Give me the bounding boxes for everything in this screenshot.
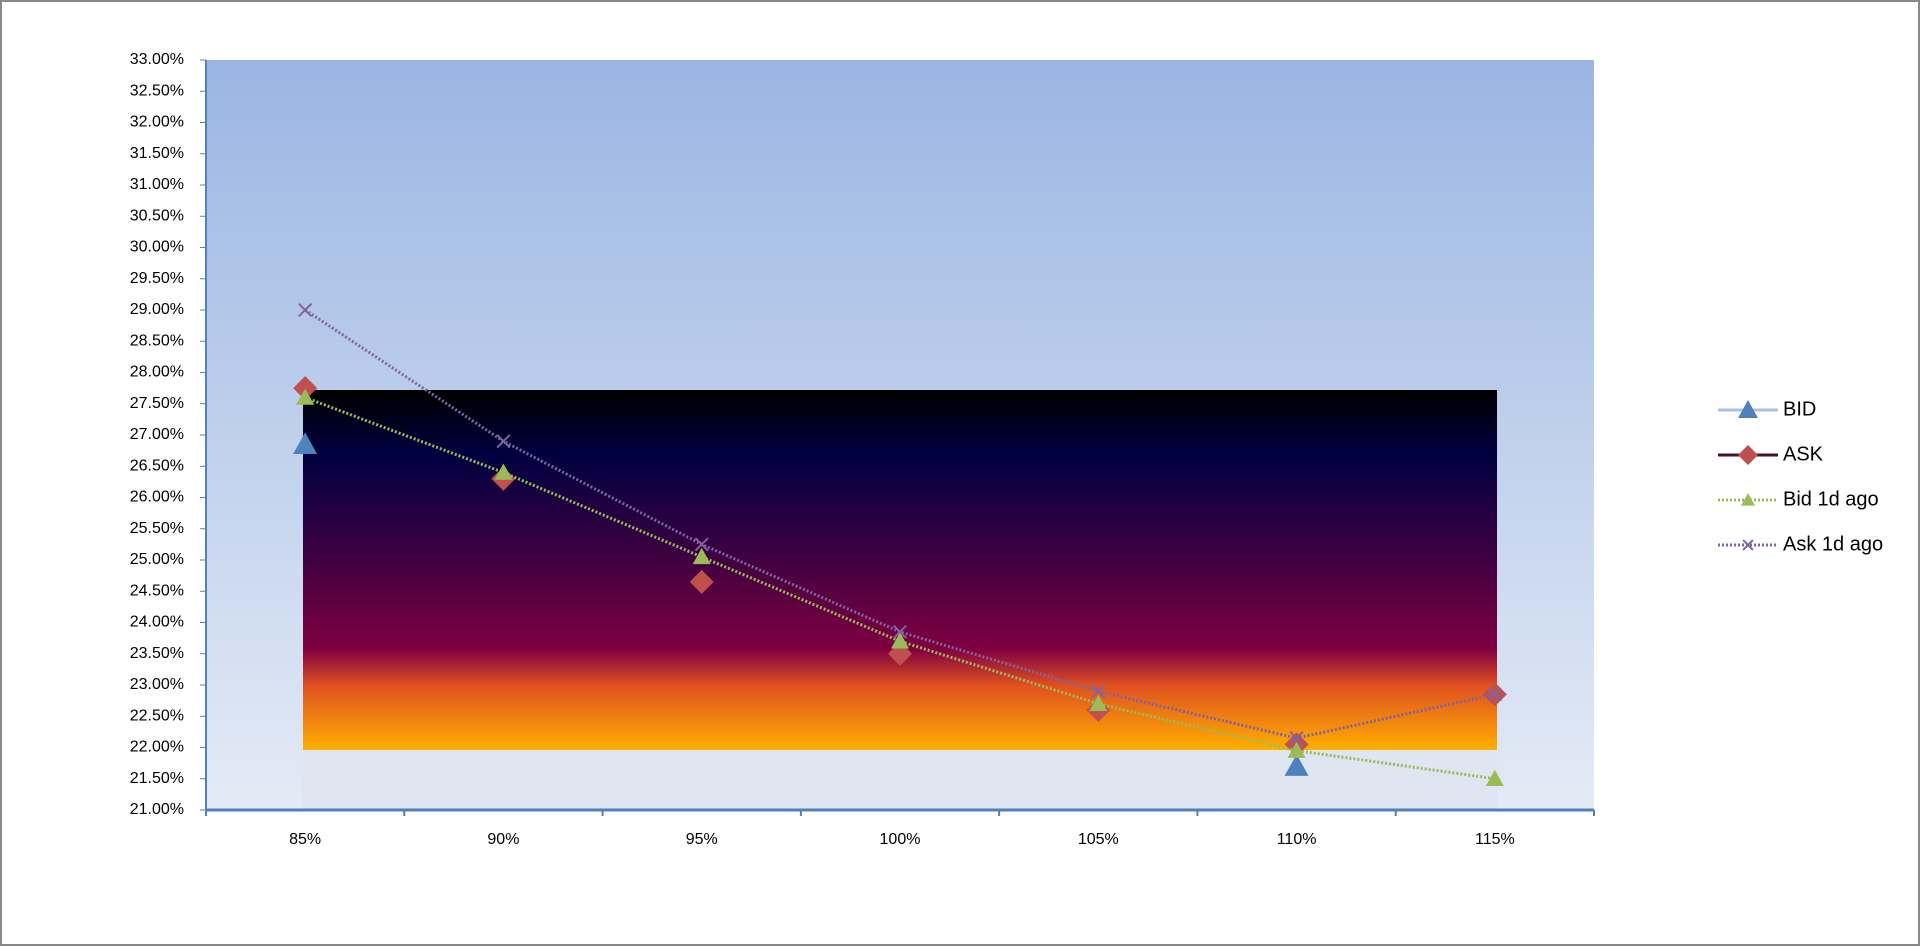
y-tick-label: 27.50% bbox=[130, 395, 184, 412]
y-tick-label: 28.50% bbox=[130, 332, 184, 349]
x-tick-label: 100% bbox=[880, 831, 921, 848]
y-tick-label: 29.50% bbox=[130, 270, 184, 287]
y-tick-label: 33.00% bbox=[130, 51, 184, 68]
y-tick-label: 32.50% bbox=[130, 82, 184, 99]
y-tick-label: 25.00% bbox=[130, 551, 184, 568]
marker bbox=[1284, 754, 1309, 776]
marker bbox=[296, 388, 315, 405]
marker bbox=[891, 632, 909, 649]
y-tick-label: 30.00% bbox=[130, 239, 184, 256]
marker bbox=[293, 432, 318, 454]
x-tick-label: 95% bbox=[686, 831, 718, 848]
y-tick-label: 21.00% bbox=[130, 801, 184, 818]
marker bbox=[1741, 493, 1755, 506]
y-tick-label: 30.50% bbox=[130, 207, 184, 224]
background-band bbox=[303, 390, 1497, 750]
y-tick-label: 22.00% bbox=[130, 739, 184, 756]
legend: BID ASK Bid 1d ago Ask 1d ago bbox=[1718, 398, 1883, 555]
y-tick-label: 23.00% bbox=[130, 676, 184, 693]
legend-label: ASK bbox=[1783, 443, 1824, 465]
y-tick-label: 32.00% bbox=[130, 114, 184, 131]
marker bbox=[494, 463, 513, 480]
marker bbox=[1742, 539, 1754, 551]
marker bbox=[1289, 731, 1304, 746]
marker bbox=[298, 302, 313, 318]
marker bbox=[892, 624, 908, 639]
y-tick-label: 22.50% bbox=[130, 707, 184, 724]
x-tick-label: 85% bbox=[289, 831, 321, 848]
legend-label: Ask 1d ago bbox=[1783, 533, 1883, 555]
marker bbox=[689, 569, 714, 594]
x-tick-label: 90% bbox=[487, 831, 519, 848]
y-tick-label: 29.00% bbox=[130, 301, 184, 318]
marker bbox=[293, 376, 318, 401]
marker bbox=[1287, 741, 1306, 758]
y-tick-label: 24.50% bbox=[130, 582, 184, 599]
legend-label: Bid 1d ago bbox=[1783, 488, 1879, 510]
marker bbox=[1738, 445, 1758, 465]
y-tick-label: 31.50% bbox=[130, 145, 184, 162]
marker bbox=[692, 547, 711, 565]
marker bbox=[694, 537, 709, 552]
marker bbox=[1091, 684, 1106, 699]
x-tick-label: 105% bbox=[1078, 831, 1119, 848]
y-tick-label: 21.50% bbox=[130, 770, 184, 787]
background-band bbox=[303, 750, 1497, 810]
marker bbox=[1089, 694, 1108, 711]
marker bbox=[1487, 687, 1502, 702]
y-tick-label: 24.00% bbox=[130, 614, 184, 631]
y-tick-label: 26.50% bbox=[130, 457, 184, 474]
marker bbox=[1738, 400, 1758, 418]
y-tick-label: 25.50% bbox=[130, 520, 184, 537]
marker bbox=[1485, 769, 1504, 786]
y-tick-label: 27.00% bbox=[130, 426, 184, 443]
x-tick-label: 115% bbox=[1475, 831, 1515, 848]
y-tick-label: 23.50% bbox=[130, 645, 184, 662]
y-tick-label: 28.00% bbox=[130, 364, 184, 381]
plot: 21.00% 21.50% 22.00% 22.50% 23.00% 23.50% 24.0… bbox=[130, 51, 1595, 848]
y-tick-label: 31.00% bbox=[130, 176, 184, 193]
x-tick-label: 110% bbox=[1277, 831, 1317, 848]
marker bbox=[496, 434, 511, 449]
y-tick-label: 26.00% bbox=[130, 489, 184, 506]
legend-label: BID bbox=[1783, 398, 1816, 420]
